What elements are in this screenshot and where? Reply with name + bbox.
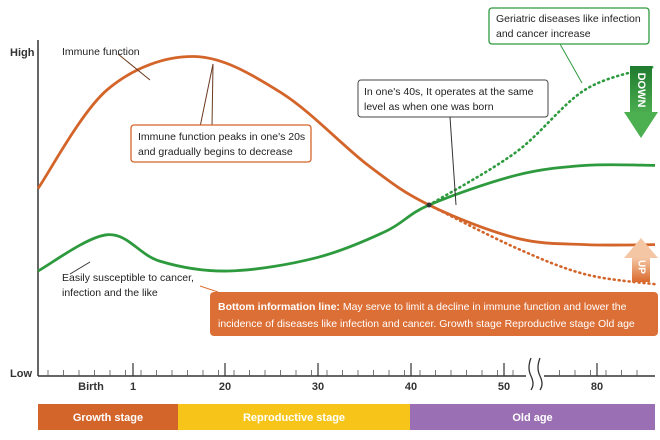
- svg-text:Easily susceptible to cancer,: Easily susceptible to cancer,: [62, 272, 194, 284]
- life-stage-bar: Growth stage Reproductive stage Old age: [38, 404, 655, 430]
- y-high-label: High: [10, 47, 35, 59]
- green-solid-line: [37, 163, 656, 273]
- x-tick-label: 40: [405, 381, 417, 393]
- up-arrow-label: UP: [635, 260, 646, 274]
- svg-text:Bottom information line: May s: Bottom information line: May serve to li…: [218, 301, 627, 313]
- geriatric-annotation: Geriatric diseases like infection and ca…: [488, 7, 650, 84]
- reproductive-stage-segment-label: Reproductive stage: [243, 412, 345, 424]
- axis-break: [526, 357, 544, 391]
- x-tick-label: 20: [219, 381, 231, 393]
- susceptible-annotation: Easily susceptible to cancer, infection …: [62, 261, 194, 299]
- x-tick-label: Birth: [78, 381, 104, 393]
- x-tick-label: 30: [312, 381, 324, 393]
- info-box-line2: incidence of diseases like infection and…: [218, 318, 635, 330]
- y-low-label: Low: [10, 368, 32, 380]
- reproductive-stage-segment: [178, 404, 410, 430]
- growth-stage-segment-label: Growth stage: [73, 412, 143, 424]
- orange-dotted-line: [427, 203, 657, 286]
- svg-text:and cancer increase: and cancer increase: [496, 28, 591, 40]
- down-arrow: DOWN: [624, 66, 658, 138]
- down-arrow-label: DOWN: [635, 73, 647, 108]
- peak-annotation: Immune function peaks in one's 20s and g…: [130, 63, 312, 163]
- up-arrow: UP: [624, 238, 658, 282]
- old-age-segment-label: Old age: [512, 412, 552, 424]
- x-tick-label: 50: [498, 381, 510, 393]
- svg-text:infection and the like: infection and the like: [62, 287, 158, 299]
- immune-function-annotation: Immune function: [62, 46, 151, 81]
- svg-text:Geriatric diseases like infect: Geriatric diseases like infection: [496, 13, 641, 25]
- growth-stage-segment: [38, 404, 178, 430]
- x-axis-ticks: Birth 1 20 30 40 50 80: [47, 363, 638, 393]
- intersection-point: [426, 202, 432, 208]
- x-tick-label: 1: [130, 381, 136, 393]
- info-box-title: Bottom information line:: [218, 301, 340, 313]
- immune-function-line: [36, 55, 656, 247]
- svg-text:Immune function: Immune function: [62, 46, 140, 58]
- old-age-segment: [410, 404, 655, 430]
- forties-annotation: In one's 40s, It operates at the same le…: [357, 79, 549, 206]
- svg-text:and gradually begins to decrea: and gradually begins to decrease: [138, 146, 293, 158]
- info-box-line1: May serve to limit a decline in immune f…: [340, 301, 627, 313]
- x-tick-label: 80: [591, 381, 603, 393]
- svg-text:level as when one was born: level as when one was born: [364, 101, 494, 113]
- svg-text:In one's 40s, It operates at t: In one's 40s, It operates at the same: [364, 86, 534, 98]
- svg-text:Immune function peaks in one's: Immune function peaks in one's 20s: [138, 131, 305, 143]
- green-dotted-line: [427, 65, 657, 207]
- bottom-information-box: Bottom information line: May serve to li…: [199, 285, 658, 336]
